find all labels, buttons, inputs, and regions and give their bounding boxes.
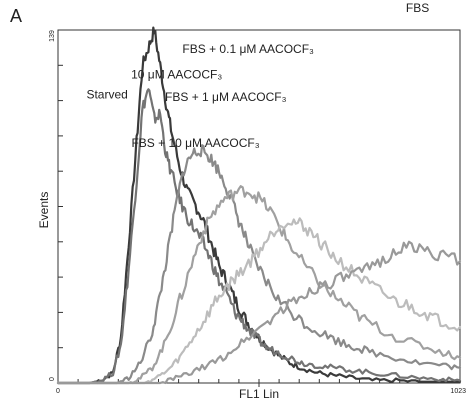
y-tick-label: 139 — [49, 30, 56, 42]
series-label: FBS + 10 μM AACOCF₃ — [131, 136, 259, 150]
series-labels: 10 μM AACOCF₃ Starved FBS + 10 μM AACOCF₃ F… — [86, 1, 429, 150]
y-tick-label: 0 — [49, 377, 56, 381]
series-line — [56, 88, 462, 385]
series-label: FBS + 0.1 μM AACOCF₃ — [182, 42, 314, 56]
plot-frame — [57, 29, 461, 384]
x-axis-label: FL1 Lin — [239, 387, 279, 401]
series-label: FBS + 1 μM AACOCF₃ — [165, 90, 287, 104]
series-label: 10 μM AACOCF₃ — [131, 67, 222, 81]
series-layer — [56, 26, 462, 385]
x-tick-label: 0 — [56, 388, 60, 395]
y-axis-label: Events — [37, 192, 51, 229]
series-line — [56, 185, 462, 385]
series-line — [56, 240, 462, 385]
series-line — [56, 144, 462, 385]
panel-label: A — [10, 6, 22, 26]
x-tick-label: 1023 — [450, 388, 466, 395]
series-label: Starved — [86, 88, 127, 102]
series-label: FBS — [406, 1, 429, 15]
series-line — [56, 217, 462, 385]
plot-axes: 0 1023 0 139 — [49, 29, 466, 395]
series-line — [56, 26, 462, 385]
